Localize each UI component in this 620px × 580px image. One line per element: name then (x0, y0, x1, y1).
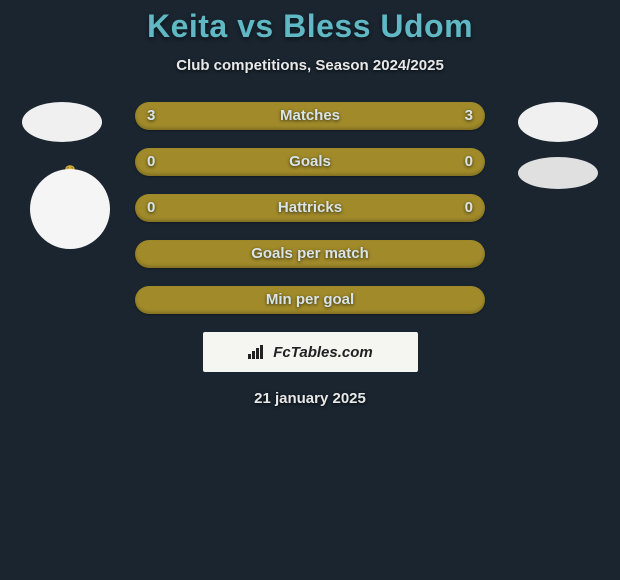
stat-label: Goals (135, 148, 485, 176)
stat-label: Goals per match (135, 240, 485, 268)
stat-bar-mpg: Min per goal (135, 286, 485, 314)
club-right-logo (518, 157, 598, 189)
stat-label: Hattricks (135, 194, 485, 222)
watermark: FcTables.com (203, 332, 418, 372)
stat-right-val: 0 (465, 148, 473, 176)
comparison-card: Keita vs Bless Udom Club competitions, S… (0, 0, 620, 407)
stat-label: Min per goal (135, 286, 485, 314)
date-label: 21 january 2025 (0, 390, 620, 407)
subtitle: Club competitions, Season 2024/2025 (0, 57, 620, 74)
stat-bar-gpm: Goals per match (135, 240, 485, 268)
page-title: Keita vs Bless Udom (0, 8, 620, 45)
player-right-avatar (518, 102, 598, 142)
stat-label: Matches (135, 102, 485, 130)
stat-bar-matches: 3 Matches 3 (135, 102, 485, 130)
stats-area: R C 3 Matches 3 0 Goals 0 0 Hattricks 0 (0, 102, 620, 407)
stat-bar-goals: 0 Goals 0 (135, 148, 485, 176)
stat-bars: 3 Matches 3 0 Goals 0 0 Hattricks 0 Goal… (135, 102, 485, 314)
watermark-text: FcTables.com (273, 344, 372, 361)
chart-icon (247, 344, 267, 360)
stat-right-val: 3 (465, 102, 473, 130)
player-left-avatar (22, 102, 102, 142)
club-left-crest: R C (30, 164, 110, 249)
stat-right-val: 0 (465, 194, 473, 222)
stat-bar-hattricks: 0 Hattricks 0 (135, 194, 485, 222)
